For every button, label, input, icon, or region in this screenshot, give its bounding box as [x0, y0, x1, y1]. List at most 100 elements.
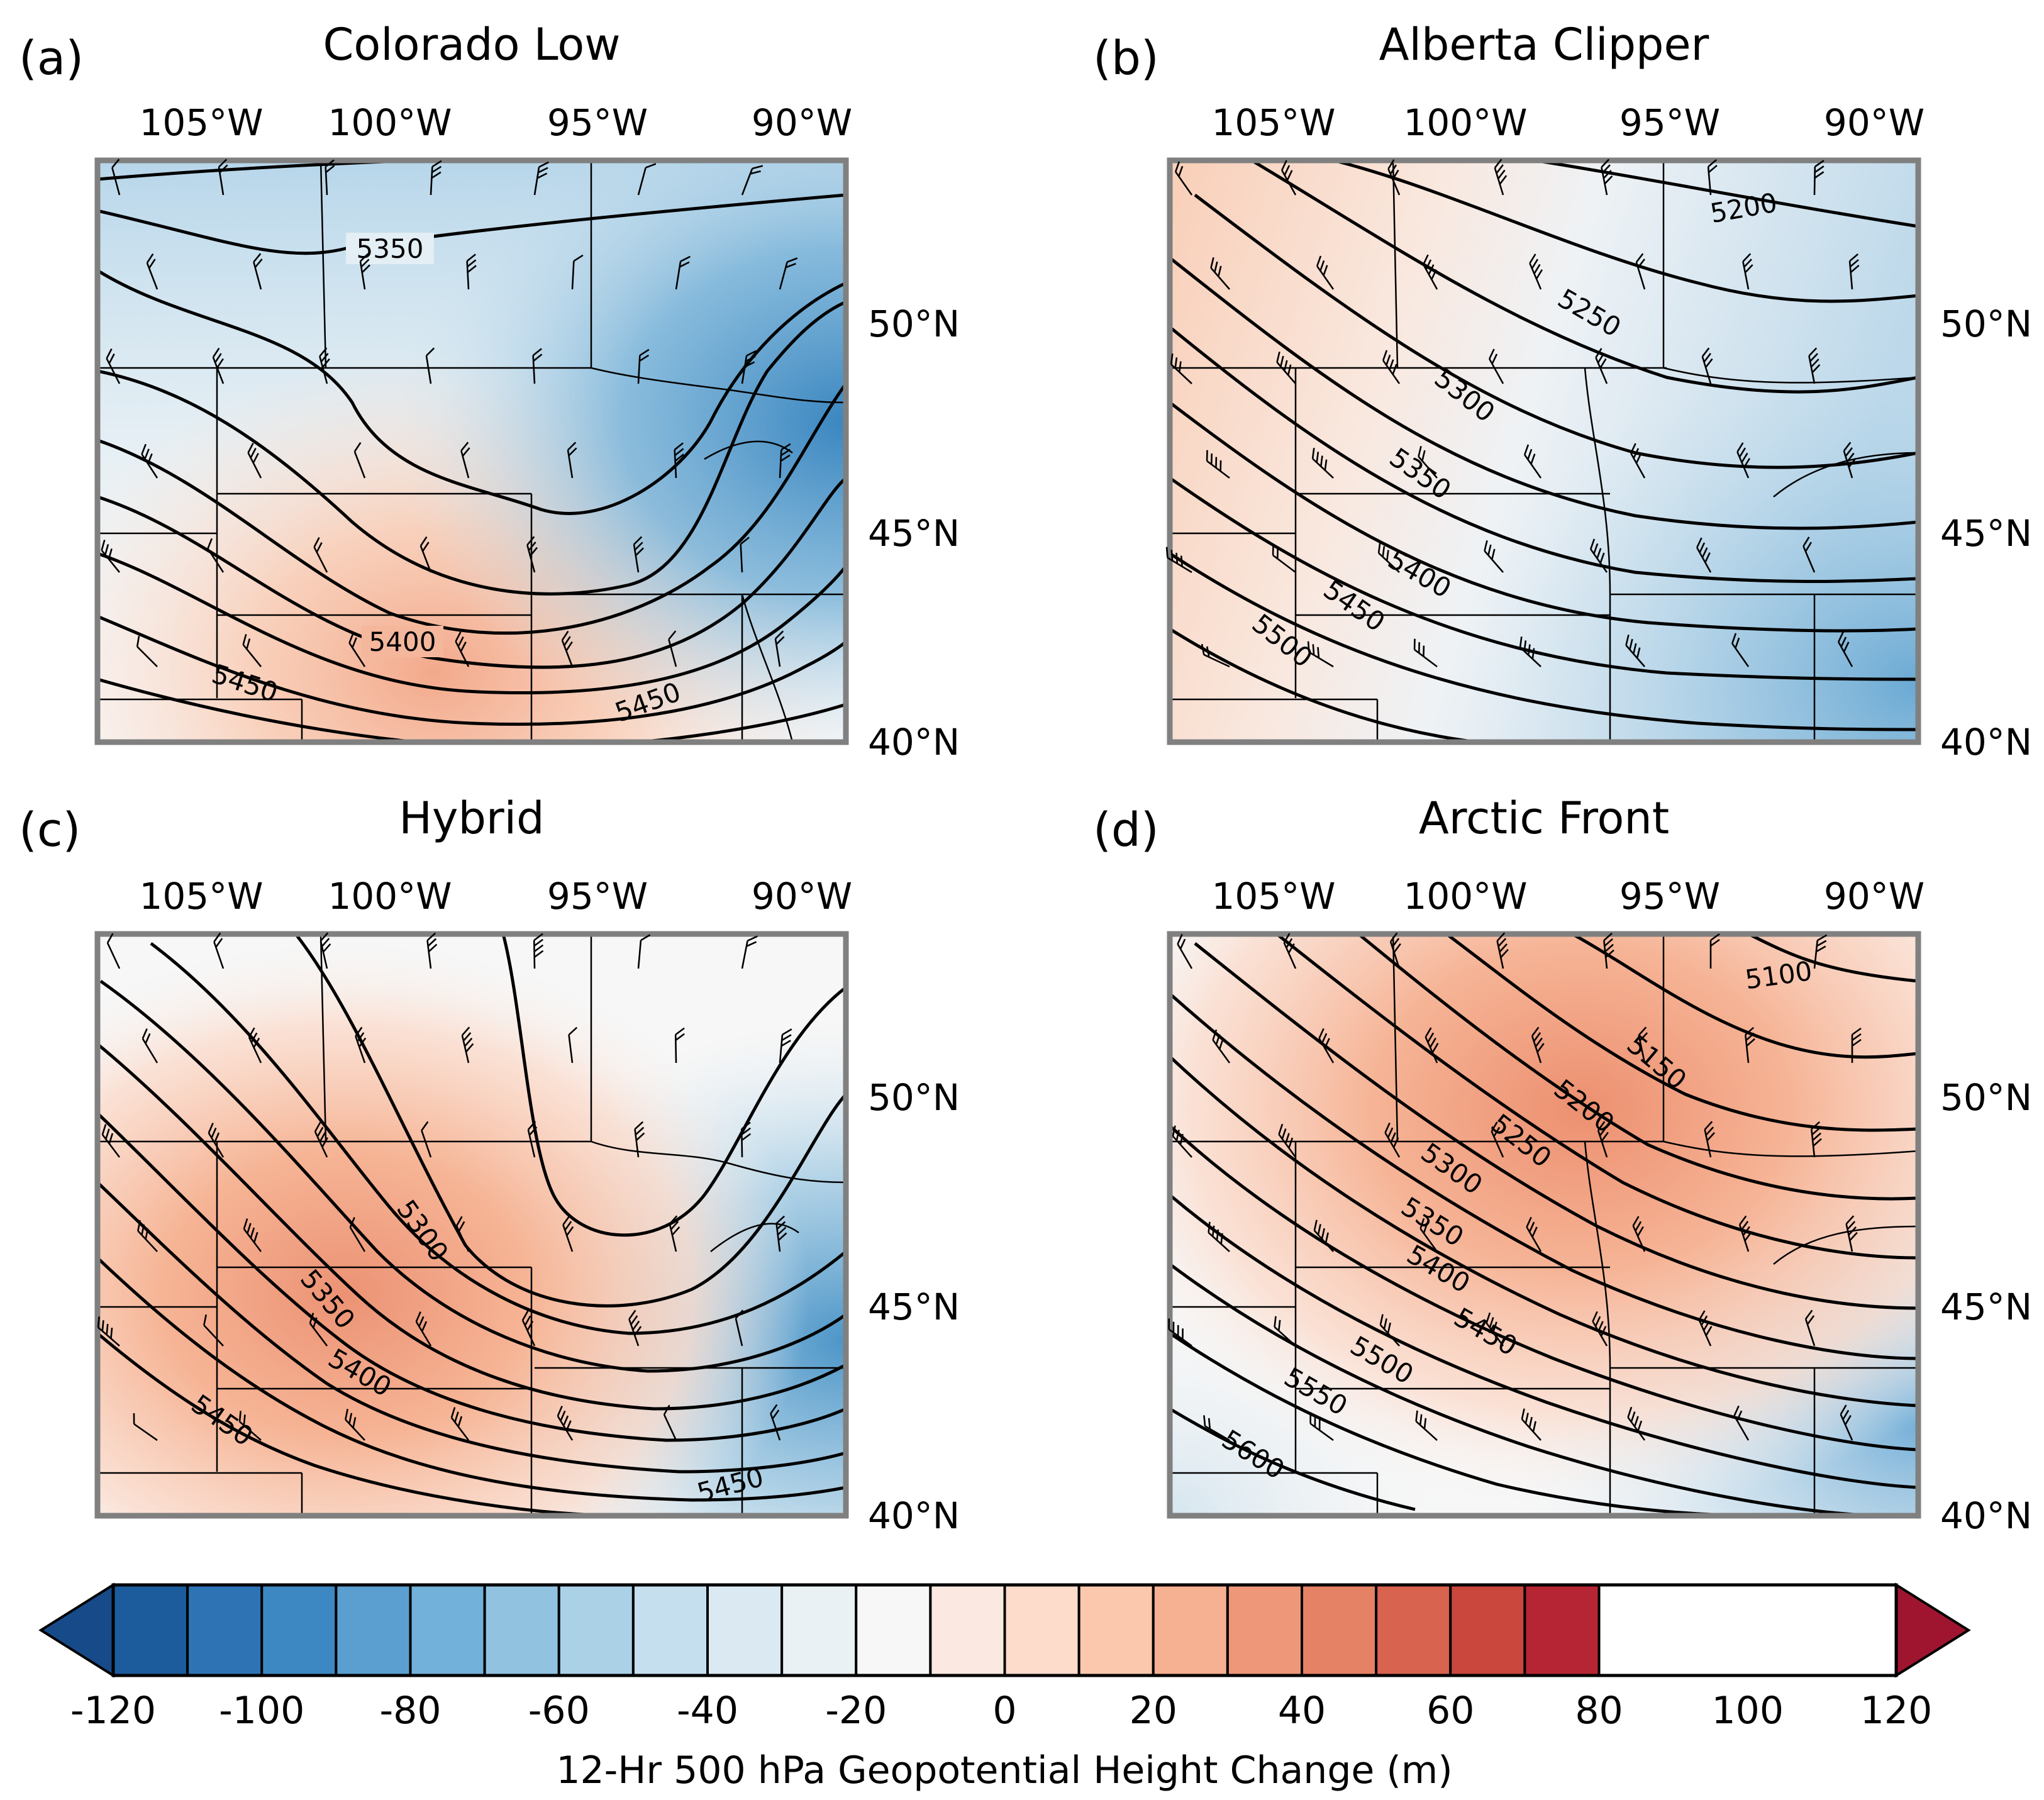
wind-barb: [111, 158, 121, 196]
svg-text:40°N: 40°N: [1940, 1494, 2032, 1537]
wind-barb: [1201, 643, 1230, 668]
svg-text:40°N: 40°N: [1940, 721, 2032, 764]
wind-barb: [1311, 448, 1334, 479]
wind-barb: [1701, 347, 1713, 384]
wind-barb: [1318, 1028, 1335, 1064]
wind-barb: [561, 630, 574, 667]
svg-text:90°W: 90°W: [1824, 875, 1925, 918]
wind-barb: [207, 538, 225, 573]
wind-barb: [1307, 641, 1334, 668]
svg-text:50°N: 50°N: [1940, 1076, 2032, 1119]
wind-barb: [675, 255, 691, 290]
wind-barb: [1696, 537, 1712, 573]
colorbar-tick-label: -80: [380, 1689, 442, 1733]
wind-barb: [1413, 638, 1438, 668]
wind-barb: [521, 1310, 536, 1347]
wind-barb: [1172, 1125, 1192, 1158]
panel-d-contours: [1170, 934, 1918, 1516]
colorbar-bin: [186, 1584, 264, 1677]
wind-barb: [1208, 1221, 1230, 1252]
wind-barb: [674, 1027, 685, 1064]
colorbar-bin: [631, 1584, 709, 1677]
wind-barb: [213, 932, 225, 969]
svg-text:45°N: 45°N: [868, 512, 960, 555]
wind-barb: [212, 347, 225, 384]
wind-barb: [106, 933, 121, 969]
colorbar-bins: [112, 1584, 1601, 1677]
wind-barb: [1595, 348, 1608, 384]
panel-a-wind-barbs: [101, 158, 798, 667]
panel-d-map: [1170, 934, 1918, 1516]
wind-barb: [1203, 1415, 1230, 1442]
wind-barb: [663, 1404, 677, 1441]
wind-barb: [774, 630, 785, 667]
wind-barb: [1731, 633, 1750, 667]
svg-text:90°W: 90°W: [1824, 101, 1925, 144]
colorbar-tick-label: 0: [992, 1689, 1016, 1733]
wind-barb: [1278, 1123, 1297, 1158]
colorbar-tick-label: -40: [677, 1689, 738, 1733]
panel-c: (c) Hybrid 5300: [19, 792, 960, 1537]
wind-barb: [460, 442, 470, 479]
wind-barb: [1526, 1216, 1542, 1252]
wind-barb: [1276, 352, 1296, 384]
wind-barb: [101, 1124, 121, 1158]
svg-text:105°W: 105°W: [1211, 875, 1335, 918]
wind-barb: [1802, 536, 1816, 573]
wind-barb: [527, 1121, 538, 1158]
panel-c-state-borders: [97, 934, 846, 1516]
wind-barb: [345, 1408, 365, 1441]
wind-barb: [1281, 160, 1297, 196]
svg-text:105°W: 105°W: [1211, 101, 1335, 144]
wind-barb: [1379, 1314, 1400, 1347]
colorbar-tick-label: 20: [1130, 1689, 1177, 1733]
wind-barb: [1309, 1413, 1334, 1442]
panel-b: (b) Alberta Clipper: [1093, 19, 2032, 764]
wind-barb: [634, 1121, 645, 1158]
wind-barb: [775, 1215, 787, 1252]
wind-barb: [141, 443, 158, 479]
colorbar-bin: [1301, 1584, 1378, 1677]
wind-barb: [1489, 348, 1504, 384]
colorbar-bin: [1375, 1584, 1452, 1677]
wind-barb: [571, 254, 584, 290]
colorbar-bin: [335, 1584, 412, 1677]
colorbar-over-arrow: [1895, 1582, 1971, 1678]
wind-barbs: [97, 158, 1862, 1442]
svg-text:40°N: 40°N: [868, 1494, 960, 1537]
svg-text:45°N: 45°N: [1940, 512, 2032, 555]
wind-barb: [455, 1216, 470, 1252]
wind-barb: [1212, 1029, 1231, 1064]
wind-barb: [253, 253, 263, 290]
colorbar-bin: [557, 1584, 635, 1677]
wind-barb: [637, 348, 650, 384]
svg-text:100°W: 100°W: [1403, 875, 1527, 918]
wind-barb: [1738, 1215, 1752, 1252]
wind-barb: [353, 442, 366, 479]
wind-barb: [1486, 1312, 1504, 1347]
colorbar-tick-label: -60: [528, 1689, 590, 1733]
wind-barb: [741, 165, 764, 196]
panel-a-lat-ticks: 50°N 45°N 40°N: [868, 303, 960, 764]
wind-barb: [248, 1027, 262, 1064]
colorbar-bin: [1523, 1584, 1601, 1677]
svg-text:50°N: 50°N: [868, 1076, 960, 1119]
wind-barb: [1707, 159, 1718, 196]
colorbar-bin: [706, 1584, 784, 1677]
colorbar-tick-label: 80: [1575, 1689, 1623, 1733]
colorbar-tick-label: 120: [1860, 1689, 1933, 1733]
panel-c-title: Hybrid: [399, 792, 544, 844]
svg-text:90°W: 90°W: [752, 101, 852, 144]
svg-text:95°W: 95°W: [1619, 101, 1720, 144]
wind-barb: [218, 158, 228, 196]
wind-barb: [1736, 442, 1751, 479]
wind-barb: [208, 1123, 225, 1158]
svg-text:50°N: 50°N: [1940, 303, 2032, 345]
wind-barb: [319, 932, 331, 969]
wind-barb: [1742, 253, 1753, 290]
colorbar-tick-label: -100: [219, 1689, 304, 1733]
svg-text:105°W: 105°W: [139, 875, 263, 918]
wind-barb: [674, 442, 684, 479]
wind-barb: [421, 1121, 432, 1158]
colorbar-bin: [855, 1584, 932, 1677]
